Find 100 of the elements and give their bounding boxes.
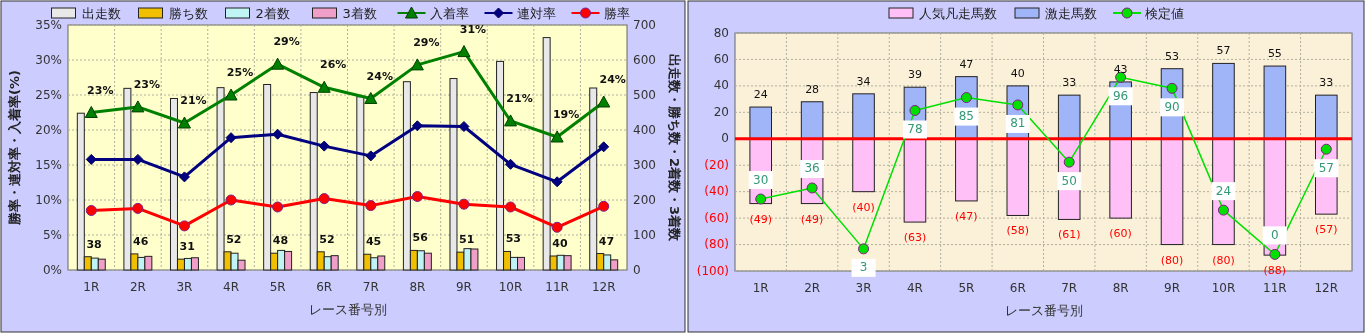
point	[224, 88, 238, 101]
data-label: 36	[804, 161, 820, 176]
legend-label: 人気凡走馬数	[919, 5, 997, 21]
y-tick-label: (20)	[704, 157, 729, 172]
point	[551, 221, 563, 233]
data-label: 23%	[133, 77, 161, 91]
data-label: 85	[958, 109, 975, 124]
y2-tick-label: 200	[633, 192, 656, 207]
data-label: 31%	[459, 22, 487, 36]
data-label: (61)	[1057, 228, 1081, 242]
point	[597, 95, 611, 108]
y-tick-label: 20	[713, 104, 729, 119]
data-label: 21%	[180, 94, 207, 107]
data-label: 53	[505, 232, 521, 246]
point	[598, 141, 610, 153]
point	[858, 243, 870, 255]
data-label: (60)	[1109, 227, 1132, 241]
point	[365, 150, 377, 162]
point	[505, 158, 517, 170]
data-label: 24	[1215, 183, 1232, 198]
data-label: (57)	[1314, 223, 1338, 237]
data-label: 48	[272, 234, 289, 248]
x-tick-label: 5R	[958, 280, 975, 295]
bar	[1314, 94, 1338, 140]
data-label: (58)	[1006, 224, 1030, 238]
y-axis-title: 勝率・連対率・入着率(%)	[6, 70, 22, 226]
legend-label: 検定値	[1145, 5, 1184, 21]
data-label: 53	[1165, 49, 1180, 63]
data-label: 30	[753, 172, 769, 187]
data-label: 25%	[226, 66, 254, 79]
legend-label: 入着率	[429, 5, 469, 21]
data-label: 0	[1271, 227, 1279, 242]
x-tick-label: 11R	[545, 279, 569, 294]
legend-label: 勝率	[603, 5, 630, 21]
x-tick-label: 7R	[362, 279, 379, 294]
x-tick-label: 10R	[498, 279, 523, 294]
x-tick-label: 3R	[176, 279, 193, 294]
x-tick-label: 1R	[752, 280, 769, 295]
point	[177, 116, 191, 129]
data-label: (49)	[800, 212, 824, 226]
y-tick-label: 0	[721, 131, 729, 146]
point	[1320, 143, 1332, 155]
point	[755, 193, 767, 205]
data-label: 50	[1061, 173, 1077, 188]
data-label: 46	[133, 234, 149, 248]
x-tick-label: 1R	[83, 279, 100, 294]
x-tick-label: 4R	[906, 280, 923, 295]
bar	[1263, 65, 1287, 140]
bar	[852, 93, 875, 140]
point	[85, 153, 97, 165]
legend-label: 出走数	[81, 5, 121, 21]
point	[806, 182, 818, 194]
data-label: 56	[412, 231, 429, 245]
y-tick-label: 40	[713, 78, 729, 93]
data-label: 57	[1216, 44, 1231, 58]
data-label: 38	[86, 237, 102, 251]
data-label: 3	[859, 260, 868, 275]
data-label: 90	[1164, 99, 1180, 114]
point	[551, 176, 563, 188]
y-tick-label: 20%	[35, 122, 62, 137]
point	[1269, 248, 1281, 260]
y2-tick-label: 500	[633, 87, 656, 102]
data-label: 96	[1112, 88, 1129, 103]
y2-tick-label: 400	[633, 122, 656, 137]
point	[84, 106, 98, 118]
data-label: 81	[1010, 116, 1026, 131]
data-label: 33	[1319, 76, 1334, 90]
data-label: 24%	[366, 69, 393, 83]
data-label: 78	[907, 121, 923, 136]
point	[1063, 156, 1075, 168]
data-label: 28	[805, 82, 820, 96]
y-tick-label: (60)	[704, 210, 729, 225]
point	[598, 200, 610, 212]
y2-tick-label: 600	[633, 52, 656, 67]
y2-tick-label: 700	[633, 17, 656, 32]
x-tick-label: 6R	[1009, 280, 1026, 295]
data-label: 21%	[506, 91, 533, 105]
point	[960, 92, 972, 104]
y-tick-label: 30%	[35, 52, 62, 67]
x-tick-label: 12R	[591, 279, 616, 294]
data-label: 52	[226, 232, 242, 246]
legend-label: 連対率	[516, 5, 556, 21]
point	[272, 128, 284, 140]
data-label: 55	[1267, 47, 1282, 61]
y-tick-label: 80	[713, 25, 729, 40]
point	[225, 132, 237, 144]
point	[411, 191, 423, 202]
point	[505, 201, 517, 213]
data-label: 39	[907, 68, 922, 82]
data-label: 29%	[413, 35, 440, 49]
point	[504, 114, 518, 127]
point	[318, 193, 330, 205]
y-tick-label: 15%	[35, 157, 62, 172]
legend-label: 3着数	[342, 5, 377, 21]
x-tick-label: 4R	[223, 279, 240, 294]
point	[457, 45, 471, 58]
data-label: (49)	[749, 212, 773, 226]
data-label: 33	[1062, 76, 1077, 90]
y-tick-label: 0%	[42, 262, 62, 277]
legend-label: 激走馬数	[1045, 5, 1097, 21]
